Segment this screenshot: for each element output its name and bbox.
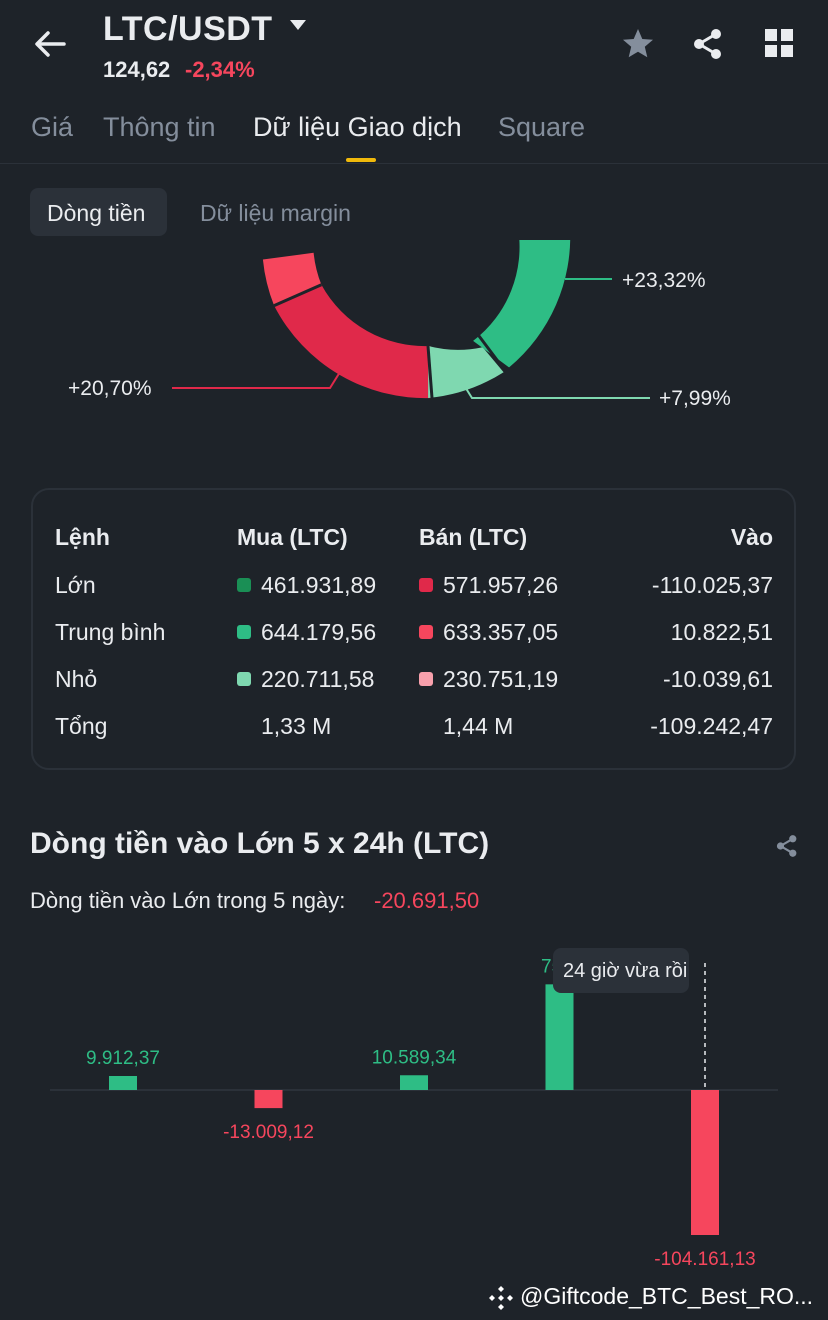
net-small-value: -10.039,61 xyxy=(663,666,773,692)
tab-trading-data[interactable]: Dữ liệu Giao dịch xyxy=(253,112,462,142)
net-medium-value: 10.822,51 xyxy=(670,619,773,645)
buy-medium-value: 644.179,56 xyxy=(261,619,377,645)
col-header-order: Lệnh xyxy=(55,524,110,550)
tab-info[interactable]: Thông tin xyxy=(103,112,216,142)
donut-slice-buy-medium xyxy=(473,240,571,368)
bar-0 xyxy=(109,1076,137,1090)
row-label-medium: Trung bình xyxy=(55,619,166,645)
bar-label-2: 10.589,34 xyxy=(372,1047,457,1068)
buy-small-swatch xyxy=(237,672,251,686)
active-tab-indicator xyxy=(346,158,376,162)
grid-menu-icon[interactable] xyxy=(762,26,798,62)
sell-medium-value: 633.357,05 xyxy=(443,619,559,645)
col-header-net: Vào xyxy=(730,524,773,550)
bar-3 xyxy=(545,984,574,1090)
donut-label-buy-medium: +23,32% xyxy=(622,269,706,292)
row-label-small: Nhỏ xyxy=(55,666,98,692)
star-icon[interactable] xyxy=(620,26,656,62)
tab-price[interactable]: Giá xyxy=(31,112,74,142)
bar-2 xyxy=(400,1075,428,1090)
large-inflow-bar-chart: 9.912,37-13.009,1210.589,3475.9-104.161,… xyxy=(50,956,778,1270)
donut-label-buy-small: +7,99% xyxy=(659,387,731,410)
sell-total-value: 1,44 M xyxy=(443,713,514,739)
bar-4 xyxy=(691,1090,719,1235)
pair-dropdown-icon[interactable] xyxy=(290,20,306,30)
subtab-money-flow[interactable]: Dòng tiền xyxy=(47,200,146,226)
bar-label-0: 9.912,37 xyxy=(86,1048,160,1069)
section-share-icon[interactable] xyxy=(774,833,800,859)
binance-logo-icon xyxy=(489,1286,513,1310)
section-title: Dòng tiền vào Lớn 5 x 24h (LTC) xyxy=(30,827,490,860)
share-icon[interactable] xyxy=(690,26,726,62)
sell-small-value: 230.751,19 xyxy=(443,666,559,692)
buy-medium-swatch xyxy=(237,625,251,639)
bar-label-4: -104.161,13 xyxy=(654,1249,755,1270)
order-flow-table xyxy=(31,488,796,770)
back-arrow-icon[interactable] xyxy=(30,24,70,64)
bar-label-1: -13.009,12 xyxy=(223,1122,314,1143)
chart-tooltip-text: 24 giờ vừa rồi xyxy=(563,960,688,982)
net-total-value: -109.242,47 xyxy=(650,713,773,739)
buy-large-value: 461.931,89 xyxy=(261,572,377,598)
pair-title[interactable]: LTC/USDT xyxy=(103,10,273,48)
bar-1 xyxy=(254,1090,283,1109)
section-total-value: -20.691,50 xyxy=(374,888,480,913)
row-label-large: Lớn xyxy=(55,572,96,598)
buy-small-value: 220.711,58 xyxy=(261,666,375,692)
subtab-margin-data[interactable]: Dữ liệu margin xyxy=(200,200,351,226)
donut-slice-buy-small xyxy=(428,346,504,398)
last-price: 124,62 xyxy=(103,57,171,82)
buy-large-swatch xyxy=(237,578,251,592)
sell-large-swatch xyxy=(419,578,433,592)
tabs-divider xyxy=(0,163,828,164)
donut-slice-sell-small xyxy=(262,252,322,306)
subtab-money-flow-bg[interactable] xyxy=(30,188,167,236)
section-subtitle: Dòng tiền vào Lớn trong 5 ngày: xyxy=(30,888,346,913)
buy-total-value: 1,33 M xyxy=(261,713,332,739)
donut-slice-sell-large xyxy=(274,284,433,399)
tab-square[interactable]: Square xyxy=(498,112,586,142)
row-label-total: Tổng xyxy=(55,713,108,739)
watermark-text: @Giftcode_BTC_Best_RO... xyxy=(520,1283,814,1309)
net-large-value: -110.025,37 xyxy=(651,572,773,598)
col-header-sell: Bán (LTC) xyxy=(419,524,528,550)
sell-medium-swatch xyxy=(419,625,433,639)
donut-label-sell-large: +20,70% xyxy=(68,377,152,400)
flow-donut-chart xyxy=(172,240,650,399)
sell-large-value: 571.957,26 xyxy=(443,572,559,598)
price-change: -2,34% xyxy=(185,57,255,82)
chart-tooltip xyxy=(553,948,689,993)
sell-small-swatch xyxy=(419,672,433,686)
col-header-buy: Mua (LTC) xyxy=(237,524,348,550)
